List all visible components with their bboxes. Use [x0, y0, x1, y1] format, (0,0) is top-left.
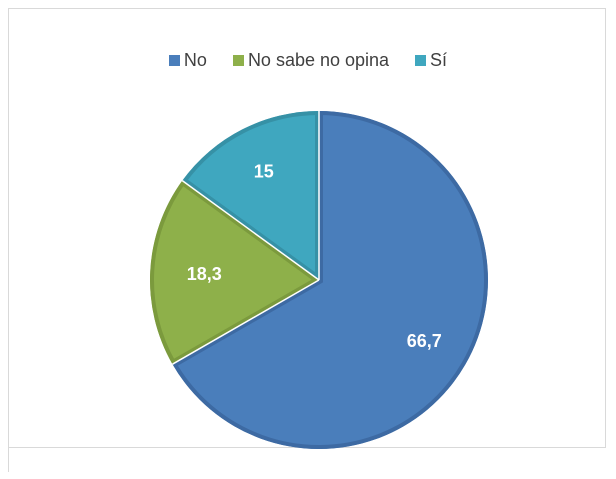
legend-item-si: Sí	[415, 50, 447, 71]
pie-slice-no-sabe	[150, 180, 319, 365]
legend-swatch-no-sabe	[232, 55, 244, 66]
pie-data-labels: 66,7 18,3 15	[187, 162, 442, 351]
legend-label-no-sabe: No sabe no opina	[247, 50, 390, 70]
legend-item-no-sabe: No sabe no opina	[232, 50, 390, 71]
pie-slice-no	[172, 111, 488, 449]
legend: No No sabe no opina Sí	[9, 50, 607, 71]
chart-area: No No sabe no opina Sí 66,7 18,3 15	[8, 8, 607, 449]
legend-swatch-si	[415, 55, 427, 66]
data-label-si: 15	[254, 162, 274, 182]
frame-edge	[8, 448, 9, 472]
data-label-no-sabe: 18,3	[187, 264, 222, 284]
slice-separator	[181, 180, 320, 281]
legend-swatch-no	[168, 55, 180, 66]
legend-label-si: Sí	[430, 50, 448, 70]
legend-item-no: No	[168, 50, 207, 71]
pie-chart: 66,7 18,3 15	[150, 111, 488, 449]
slice-separator	[172, 279, 320, 365]
pie-slices	[150, 111, 488, 449]
legend-label-no: No	[183, 50, 207, 70]
pie-slice-si	[182, 111, 319, 280]
data-label-no: 66,7	[407, 331, 442, 351]
